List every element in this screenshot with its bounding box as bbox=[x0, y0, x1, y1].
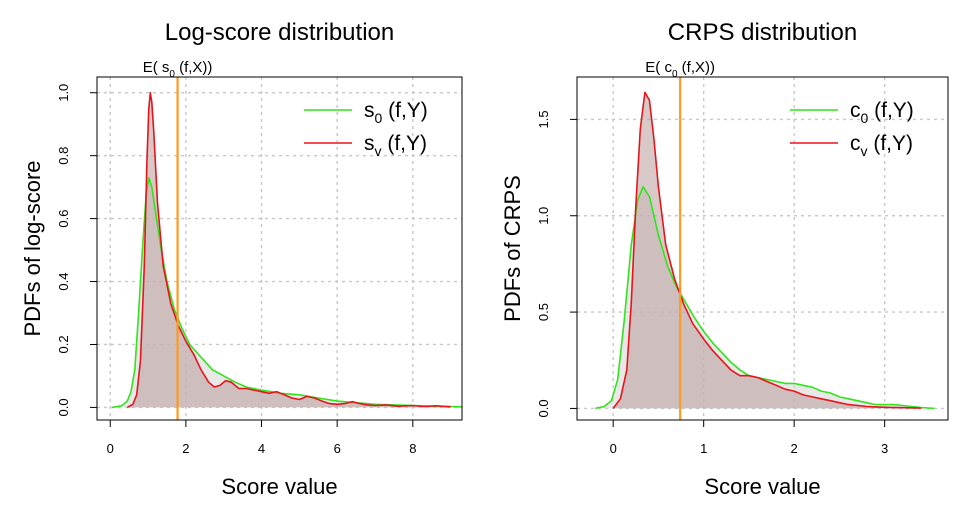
legend-label-1: sv (f,Y) bbox=[364, 132, 427, 159]
expectation-label-main: E( s bbox=[143, 59, 170, 76]
legend-label-1-main: s bbox=[364, 132, 375, 155]
expectation-label-main: E( c bbox=[645, 59, 672, 76]
legend: c0 (f,Y)cv (f,Y) bbox=[790, 99, 914, 159]
legend-label-1-main: c bbox=[850, 132, 861, 155]
legend-label-0-sub: 0 bbox=[861, 110, 869, 126]
legend-label-0-sub: 0 bbox=[375, 110, 383, 126]
y-tick-label: 0.0 bbox=[56, 398, 71, 416]
x-tick-label: 2 bbox=[791, 441, 798, 456]
x-axis-label: Score value bbox=[221, 474, 337, 499]
series-line-1 bbox=[612, 91, 921, 409]
y-tick-label: 0.5 bbox=[536, 303, 551, 321]
legend-label-1-rest: (f,Y) bbox=[382, 132, 428, 155]
legend-label-0: s0 (f,Y) bbox=[364, 99, 428, 126]
y-tick-label: 1.0 bbox=[536, 207, 551, 225]
chart-title: Log-score distribution bbox=[165, 19, 394, 46]
legend-label-0-main: s bbox=[364, 99, 375, 122]
x-tick-label: 8 bbox=[409, 441, 416, 456]
legend-label-0-main: c bbox=[850, 99, 861, 122]
x-tick-label: 2 bbox=[182, 441, 189, 456]
plot-frame bbox=[96, 76, 463, 421]
expectation-label: E( c0 (f,X)) bbox=[645, 59, 715, 80]
x-tick-label: 6 bbox=[334, 441, 341, 456]
plot-frame bbox=[576, 76, 949, 421]
x-tick-label: 0 bbox=[610, 441, 617, 456]
chart-title: CRPS distribution bbox=[668, 19, 857, 46]
x-tick-label: 4 bbox=[258, 441, 265, 456]
y-tick-label: 0.4 bbox=[56, 273, 71, 291]
y-tick-label: 0.0 bbox=[536, 399, 551, 417]
plot-area bbox=[111, 91, 462, 409]
legend-label-0-rest: (f,Y) bbox=[382, 99, 428, 122]
expectation-label-sub: 0 bbox=[169, 69, 175, 80]
legend-label-0-rest: (f,Y) bbox=[868, 99, 914, 122]
series-line-1 bbox=[126, 91, 451, 409]
expectation-label-rest: (f,X)) bbox=[175, 59, 213, 76]
x-tick-label: 3 bbox=[881, 441, 888, 456]
legend-label-1-sub: v bbox=[861, 143, 868, 159]
x-tick-label: 0 bbox=[107, 441, 114, 456]
series-line-0 bbox=[111, 176, 462, 409]
series-area-1 bbox=[127, 92, 451, 408]
legend-label-0: c0 (f,Y) bbox=[850, 99, 914, 126]
y-axis-label: PDFs of CRPS bbox=[500, 175, 525, 322]
expectation-label-rest: (f,X)) bbox=[678, 59, 716, 76]
y-tick-label: 1.5 bbox=[536, 110, 551, 128]
x-tick-label: 1 bbox=[700, 441, 707, 456]
y-tick-label: 0.6 bbox=[56, 210, 71, 228]
legend: s0 (f,Y)sv (f,Y) bbox=[304, 99, 428, 159]
legend-label-1-rest: (f,Y) bbox=[868, 132, 914, 155]
panel-log-score: E( s0 (f,X))0 2 4 6 80.00.20.40.60.81.0Log-s… bbox=[20, 19, 463, 499]
series-area-1 bbox=[613, 92, 921, 409]
grid bbox=[97, 77, 462, 420]
legend-label-1: cv (f,Y) bbox=[850, 132, 913, 159]
x-axis-label: Score value bbox=[704, 474, 820, 499]
legend-label-1-sub: v bbox=[375, 143, 382, 159]
y-tick-label: 1.0 bbox=[56, 84, 71, 102]
y-axis-label: PDFs of log-score bbox=[20, 160, 45, 336]
y-tick-label: 0.2 bbox=[56, 335, 71, 353]
expectation-label-sub: 0 bbox=[672, 69, 678, 80]
y-tick-label: 0.8 bbox=[56, 147, 71, 165]
expectation-label: E( s0 (f,X)) bbox=[143, 59, 213, 80]
grid bbox=[577, 77, 948, 420]
